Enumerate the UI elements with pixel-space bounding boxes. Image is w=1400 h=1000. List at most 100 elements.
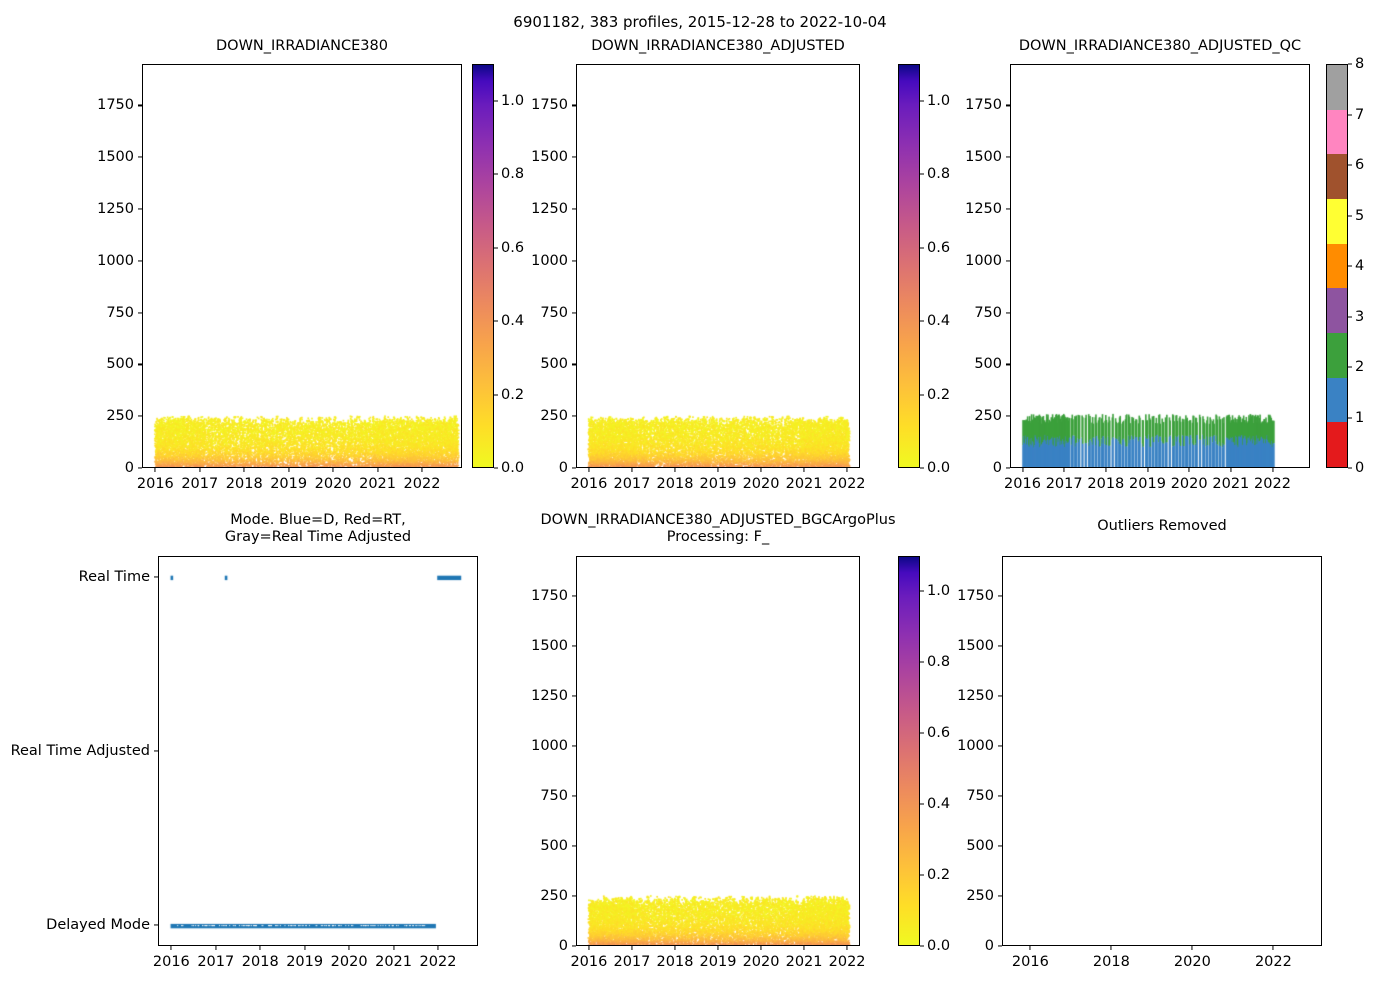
colorbar-segment-1	[1327, 377, 1347, 423]
colorbar-tick-label: 0.8	[501, 166, 525, 183]
colorbar-down_irradiance380_adjusted_bgcargoplus	[898, 556, 920, 946]
colorbar-tick-mark	[920, 247, 924, 249]
xtick-mark	[717, 946, 719, 950]
plot-area-down_irradiance380_adjusted	[577, 65, 859, 467]
axes-down_irradiance380_adjusted_qc	[1010, 64, 1310, 468]
colorbar-tick-label: 0.0	[501, 460, 525, 476]
colorbar-tick-label: 0.0	[927, 460, 951, 476]
ytick-label: 500	[540, 838, 568, 854]
colorbar-segment-0	[1327, 422, 1347, 467]
colorbar-segment-7	[1327, 109, 1347, 155]
xtick-label: 2017	[1045, 476, 1083, 492]
xtick-label: 2020	[742, 954, 780, 970]
colorbar-tick-mark	[920, 945, 924, 947]
ytick-mark	[572, 156, 576, 158]
xtick-mark	[588, 468, 590, 472]
colorbar-tick-mark	[920, 661, 924, 663]
axes-outliers_removed	[1002, 556, 1322, 946]
colorbar-tick-label: 1	[1355, 409, 1365, 426]
xtick-mark	[674, 946, 676, 950]
colorbar-tick-label: 6	[1355, 157, 1365, 173]
axes-down_irradiance380_adjusted_bgcargoplus	[576, 556, 860, 946]
colorbar-tick-label: 0	[1355, 460, 1365, 476]
colorbar-segment-4	[1327, 243, 1347, 289]
colorbar-tick-mark	[1348, 114, 1352, 115]
colorbar-tick-mark	[1348, 215, 1352, 216]
xtick-mark	[846, 468, 848, 472]
ytick-label: 1500	[97, 149, 134, 166]
ytick-mark	[998, 645, 1002, 647]
xtick-label: 2022	[1254, 954, 1292, 970]
xtick-mark	[288, 468, 290, 472]
xtick-mark	[846, 946, 848, 950]
ytick-mark	[1006, 363, 1010, 365]
ytick-mark	[572, 945, 576, 947]
colorbar-gradient	[1327, 65, 1347, 467]
xtick-mark	[1029, 946, 1031, 950]
xtick-label: 2017	[181, 476, 219, 492]
xtick-mark	[674, 468, 676, 472]
ytick-label: 0	[558, 938, 568, 954]
ytick-label: 1000	[531, 252, 568, 269]
ytick-mark	[998, 595, 1002, 597]
colorbar-down_irradiance380	[472, 64, 494, 468]
ytick-label: 1500	[965, 149, 1002, 166]
xtick-label: 2017	[613, 954, 651, 970]
xtick-label: 2020	[314, 476, 352, 492]
colorbar-tick-label: 4	[1355, 258, 1365, 274]
xtick-mark	[760, 468, 762, 472]
colorbar-tick-mark	[1348, 467, 1352, 469]
ytick-mark	[572, 645, 576, 647]
xtick-mark	[154, 468, 156, 472]
colorbar-tick-label: 0.2	[927, 386, 951, 403]
colorbar-tick-mark	[494, 320, 498, 322]
plot-area-down_irradiance380_adjusted_bgcargoplus	[577, 557, 859, 945]
ytick-label: 1250	[965, 201, 1002, 218]
xtick-mark	[631, 468, 633, 472]
colorbar-tick-mark	[1348, 366, 1352, 368]
colorbar-tick-label: 3	[1355, 308, 1365, 325]
ytick-mark	[1006, 156, 1010, 158]
xtick-label: 2016	[152, 954, 190, 970]
ytick-label: 750	[540, 304, 568, 321]
xtick-mark	[1063, 468, 1065, 472]
ytick-label: 750	[540, 788, 568, 804]
xtick-mark	[377, 468, 379, 472]
ytick-mark	[572, 895, 576, 897]
xtick-label: 2018	[1087, 476, 1125, 492]
ytick-mark	[572, 695, 576, 697]
ytick-label: 250	[966, 888, 994, 904]
ytick-mark	[572, 363, 576, 365]
ytick-label: 500	[974, 356, 1002, 373]
ytick-mark	[998, 895, 1002, 897]
ytick-mark	[1006, 104, 1010, 106]
ytick-label: 500	[106, 356, 134, 373]
colorbar-gradient	[473, 65, 493, 467]
colorbar-tick-mark	[494, 100, 498, 102]
xtick-label: 2022	[419, 954, 457, 970]
xtick-mark	[304, 946, 306, 950]
xtick-mark	[1021, 468, 1024, 472]
ytick-label: 1250	[531, 201, 568, 218]
ytick-label: 750	[974, 304, 1002, 321]
xtick-label: 2022	[403, 476, 441, 492]
plot-area-down_irradiance380_adjusted_qc	[1011, 65, 1309, 467]
ytick-mark	[1006, 312, 1010, 314]
colorbar-tick-mark	[920, 803, 924, 805]
colorbar-gradient	[899, 557, 919, 945]
xtick-label: 2018	[656, 954, 694, 970]
ytick-label: 1750	[965, 97, 1002, 114]
colorbar-tick-label: 0.8	[927, 166, 951, 183]
colorbar-segment-5	[1327, 199, 1347, 244]
ytick-mark	[572, 260, 576, 262]
colorbar-tick-mark	[920, 874, 924, 876]
panel-title-down_irradiance380_adjusted: DOWN_IRRADIANCE380_ADJUSTED	[591, 38, 845, 54]
xtick-mark	[1110, 946, 1112, 950]
xtick-label: 2016	[570, 954, 608, 970]
ytick-label: 0	[558, 460, 568, 476]
ytick-label: Real Time Adjusted	[10, 743, 150, 759]
colorbar-tick-label: 0.4	[927, 313, 951, 330]
colorbar-tick-label: 0.0	[927, 938, 951, 954]
axes-down_irradiance380_adjusted	[576, 64, 860, 468]
panel-title-down_irradiance380_adjusted_qc: DOWN_IRRADIANCE380_ADJUSTED_QC	[1018, 38, 1302, 54]
